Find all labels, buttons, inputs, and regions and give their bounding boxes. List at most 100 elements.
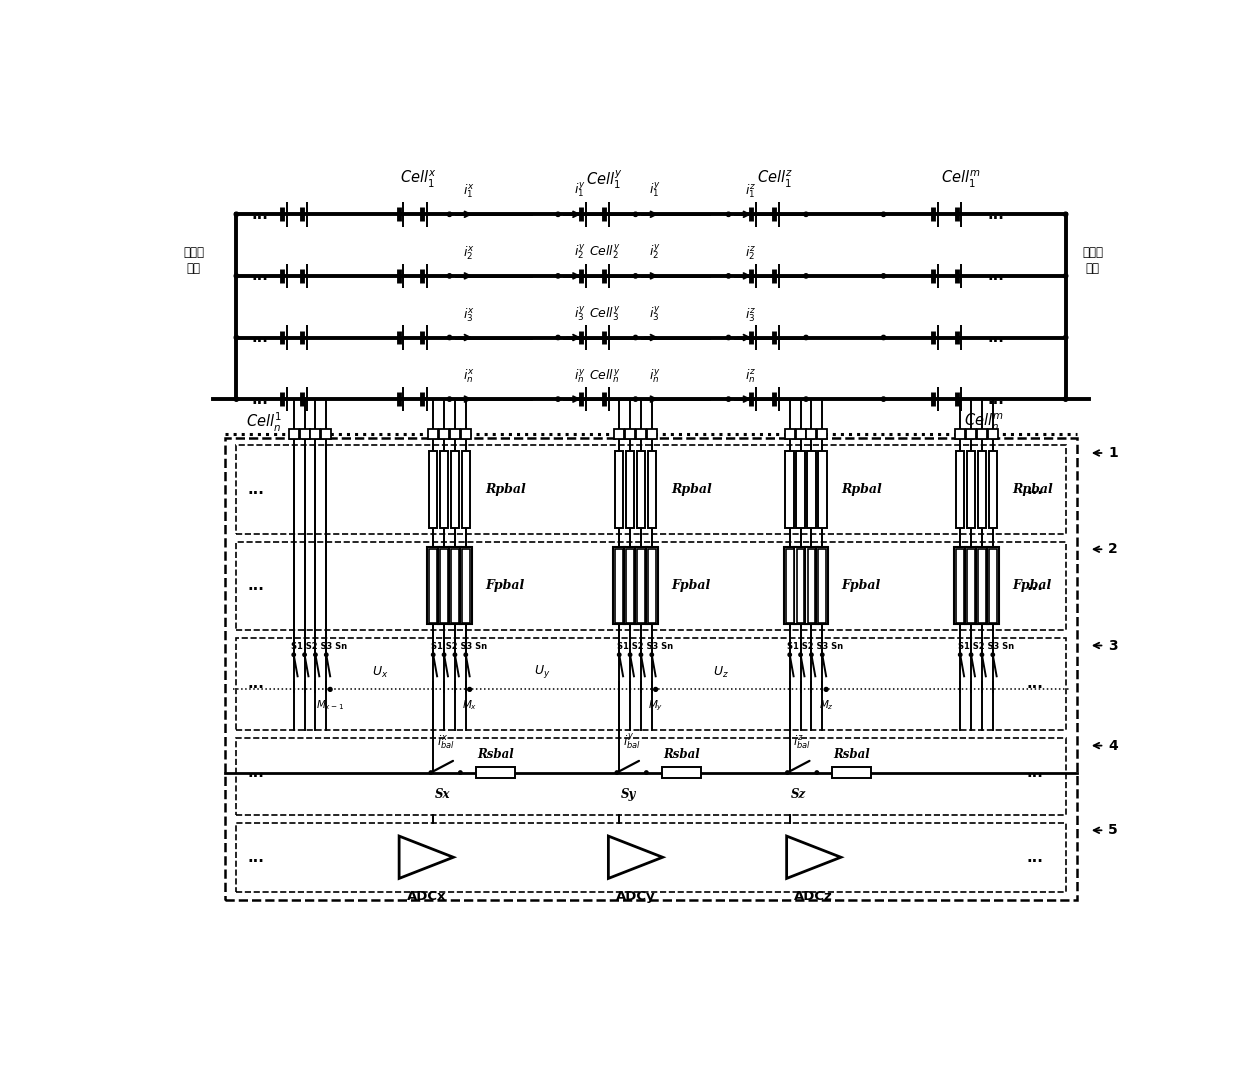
Text: ...: ...: [252, 392, 268, 406]
Text: ...: ...: [987, 330, 1004, 345]
Text: ...: ...: [1027, 676, 1043, 691]
Text: ...: ...: [247, 676, 264, 691]
Circle shape: [556, 336, 560, 339]
Text: 1: 1: [1109, 446, 1118, 460]
Text: $i_{n}^{x}$: $i_{n}^{x}$: [463, 367, 475, 386]
Circle shape: [329, 688, 332, 691]
Circle shape: [650, 653, 653, 657]
Circle shape: [634, 212, 637, 216]
Bar: [237, 738, 1065, 815]
Text: $\mathit{Cell}_1^m$: $\mathit{Cell}_1^m$: [941, 170, 981, 190]
Bar: [615, 451, 624, 528]
Bar: [954, 548, 966, 624]
Text: $M_x$: $M_x$: [463, 699, 477, 713]
Circle shape: [325, 653, 327, 657]
Bar: [237, 823, 1065, 892]
Bar: [300, 429, 310, 438]
Text: Sz: Sz: [791, 788, 806, 801]
Bar: [955, 429, 965, 438]
Text: S1 S2 S3 Sn: S1 S2 S3 Sn: [432, 642, 487, 650]
Text: Fpbal: Fpbal: [1012, 579, 1052, 592]
Bar: [624, 548, 636, 624]
Circle shape: [882, 336, 885, 339]
Bar: [796, 429, 806, 438]
Bar: [646, 548, 658, 624]
Text: ...: ...: [252, 206, 268, 221]
Circle shape: [1064, 212, 1068, 216]
Circle shape: [804, 212, 808, 216]
Bar: [807, 451, 816, 528]
Circle shape: [634, 336, 637, 339]
Bar: [237, 638, 1065, 730]
Text: $\mathit{Cell}_1^z$: $\mathit{Cell}_1^z$: [756, 170, 794, 190]
Circle shape: [556, 397, 560, 402]
Text: 2: 2: [1109, 542, 1118, 556]
Text: $i_{2}^{z}$: $i_{2}^{z}$: [744, 244, 756, 262]
Bar: [625, 429, 635, 438]
Circle shape: [821, 653, 823, 657]
Circle shape: [645, 771, 649, 774]
Text: ...: ...: [252, 269, 268, 283]
Circle shape: [653, 688, 657, 691]
Text: $U_z$: $U_z$: [713, 665, 729, 680]
Bar: [439, 429, 449, 438]
Text: $i_{2}^{y}$: $i_{2}^{y}$: [574, 243, 585, 262]
Text: Rpbal: Rpbal: [1012, 483, 1053, 496]
Bar: [635, 548, 647, 624]
Bar: [224, 437, 1078, 900]
Bar: [429, 451, 438, 528]
Bar: [786, 549, 794, 623]
Bar: [626, 549, 634, 623]
Bar: [613, 548, 625, 624]
Text: $M_z$: $M_z$: [818, 699, 833, 713]
Circle shape: [448, 273, 451, 278]
Bar: [967, 451, 976, 528]
Text: ...: ...: [1027, 482, 1043, 497]
Bar: [450, 451, 459, 528]
Bar: [806, 429, 816, 438]
Bar: [626, 451, 635, 528]
Bar: [636, 451, 645, 528]
Text: ...: ...: [1027, 765, 1043, 780]
Text: Sy: Sy: [621, 788, 636, 801]
Circle shape: [634, 273, 637, 278]
Circle shape: [556, 273, 560, 278]
Circle shape: [459, 771, 463, 774]
Text: ...: ...: [247, 765, 264, 780]
Text: Rpbal: Rpbal: [485, 483, 526, 496]
Circle shape: [234, 336, 238, 339]
Text: $i_{bal}^{z}$: $i_{bal}^{z}$: [794, 733, 811, 751]
Circle shape: [293, 653, 295, 657]
Text: S1 S2 S3 Sn: S1 S2 S3 Sn: [291, 642, 347, 650]
Bar: [662, 767, 701, 778]
Text: $i_{3}^{z}$: $i_{3}^{z}$: [744, 306, 756, 324]
Bar: [461, 429, 471, 438]
Circle shape: [804, 273, 808, 278]
Circle shape: [882, 397, 885, 402]
Bar: [818, 451, 827, 528]
Circle shape: [640, 653, 642, 657]
Text: $i_{1}^{x}$: $i_{1}^{x}$: [463, 183, 475, 201]
Circle shape: [825, 688, 828, 691]
Circle shape: [959, 653, 962, 657]
Bar: [461, 451, 470, 528]
Bar: [817, 429, 827, 438]
Bar: [990, 549, 997, 623]
Bar: [976, 548, 988, 624]
Bar: [988, 429, 998, 438]
Text: ...: ...: [987, 392, 1004, 406]
Circle shape: [727, 397, 730, 402]
Circle shape: [810, 653, 813, 657]
Circle shape: [615, 771, 619, 774]
Text: $i_{n}^{y}$: $i_{n}^{y}$: [649, 367, 661, 386]
Text: 电池包
总正: 电池包 总正: [184, 246, 205, 274]
Text: Sx: Sx: [435, 788, 450, 801]
Circle shape: [618, 653, 621, 657]
Text: ...: ...: [987, 269, 1004, 283]
Circle shape: [727, 212, 730, 216]
Bar: [965, 548, 977, 624]
Circle shape: [629, 653, 632, 657]
Polygon shape: [609, 836, 662, 878]
Circle shape: [464, 653, 467, 657]
Bar: [450, 429, 460, 438]
